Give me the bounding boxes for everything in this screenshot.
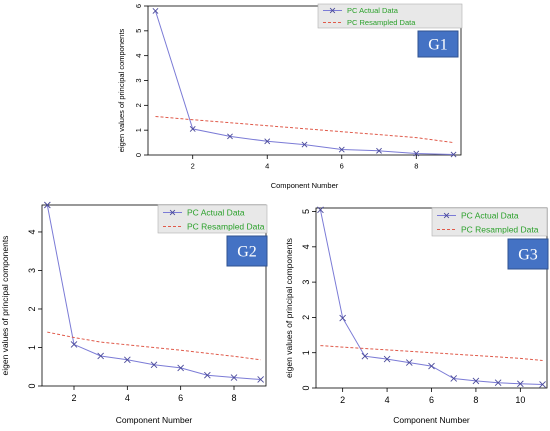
y-tick-label: 4 — [27, 229, 37, 234]
y-tick-label: 1 — [301, 350, 311, 355]
x-tick-label: 10 — [515, 395, 525, 405]
x-axis-label: Component Number — [271, 181, 339, 190]
legend-entry-label: PC Resampled Data — [187, 221, 265, 231]
series-line-resampled — [47, 331, 261, 361]
data-point-actual — [494, 379, 502, 387]
y-tick-label: 1 — [27, 345, 37, 350]
data-point-actual — [383, 355, 391, 363]
x-axis-label: Component Number — [116, 415, 193, 425]
data-point-actual — [204, 371, 211, 379]
chart-badge-label: G2 — [237, 244, 257, 261]
y-tick-label: 3 — [134, 78, 143, 82]
x-tick-label: 2 — [71, 393, 76, 403]
legend-box — [317, 3, 463, 29]
data-point-actual — [97, 352, 104, 360]
x-tick-label: 4 — [265, 162, 269, 171]
data-point-actual — [189, 126, 196, 132]
plot-frame — [41, 204, 267, 387]
data-point-actual — [152, 8, 159, 14]
data-point-actual — [177, 364, 184, 372]
series-line-resampled — [155, 116, 454, 144]
chart-badge — [507, 238, 549, 270]
legend-entry-label: PC Actual Data — [187, 207, 245, 217]
x-tick-label: 4 — [125, 393, 130, 403]
y-axis-label: eigen values of principal components — [284, 238, 294, 378]
data-point-actual — [301, 141, 308, 148]
data-point-actual — [338, 146, 345, 153]
x-tick-label: 8 — [414, 162, 418, 171]
x-tick-label: 6 — [429, 395, 434, 405]
chart-panel-g1: 2 4 6 8 0 1 2 3 4 5 6 Component Number eigen values … — [117, 3, 463, 190]
legend-marker-actual — [443, 212, 450, 219]
data-point-actual — [517, 380, 524, 388]
y-tick-label: 4 — [301, 244, 311, 249]
data-point-actual — [264, 138, 271, 145]
y-tick-label: 5 — [134, 29, 143, 33]
legend-entry-label: PC Actual Data — [461, 210, 519, 220]
data-point-actual — [44, 201, 51, 209]
y-tick-label: 1 — [134, 128, 143, 132]
legend-entry-label: PC Resampled Data — [461, 224, 539, 234]
data-point-actual — [472, 377, 480, 385]
data-point-actual — [150, 361, 158, 369]
legend-entry-label: PC Resampled Data — [347, 18, 416, 27]
legend-entry-label: PC Actual Data — [347, 6, 399, 15]
data-point-actual — [450, 375, 458, 382]
x-tick-label: 4 — [385, 395, 390, 405]
chart-badge — [417, 30, 459, 58]
chart-badge-label: G1 — [428, 37, 448, 54]
y-tick-label: 0 — [27, 383, 37, 388]
legend-box — [157, 204, 268, 234]
data-point-actual — [124, 356, 131, 364]
data-point-actual — [539, 381, 546, 388]
data-point-actual — [257, 376, 264, 383]
y-tick-label: 2 — [134, 103, 143, 107]
data-point-actual — [428, 362, 435, 370]
y-tick-label: 2 — [27, 306, 37, 311]
data-point-actual — [413, 150, 420, 157]
data-point-actual — [376, 147, 382, 154]
y-tick-label: 4 — [134, 54, 143, 58]
data-point-actual — [361, 352, 369, 360]
x-axis-label: Component Number — [393, 415, 470, 425]
x-tick-label: 8 — [231, 393, 236, 403]
y-tick-label: 3 — [27, 268, 37, 273]
legend-box — [431, 207, 548, 237]
chart-panel-g3: 2 4 6 8 10 0 1 2 3 4 5 Component Number eigen values… — [284, 206, 549, 425]
data-point-actual — [227, 133, 233, 140]
x-tick-label: 2 — [340, 395, 345, 405]
y-tick-label: 6 — [134, 4, 143, 8]
y-axis-label: eigen values of principal components — [117, 29, 126, 153]
y-axis-label: eigen values of principal components — [0, 236, 10, 376]
data-point-actual — [70, 341, 78, 348]
plot-frame — [147, 5, 462, 156]
y-tick-label: 0 — [134, 153, 143, 157]
x-tick-label: 6 — [178, 393, 183, 403]
y-tick-label: 3 — [301, 280, 311, 285]
chart-badge — [226, 235, 268, 267]
chart-panel-g2: 2 4 6 8 0 1 2 3 4 Component Number eigen values of… — [0, 201, 268, 425]
data-point-actual — [230, 374, 238, 381]
x-tick-label: 6 — [340, 162, 344, 171]
x-tick-label: 2 — [191, 162, 195, 171]
y-tick-label: 0 — [301, 385, 311, 390]
x-tick-label: 8 — [473, 395, 478, 405]
data-point-actual — [405, 359, 413, 366]
data-point-actual — [450, 151, 457, 158]
data-point-actual — [317, 206, 324, 214]
y-tick-label: 2 — [301, 315, 311, 320]
legend-marker-actual — [169, 209, 176, 216]
series-line-actual — [155, 10, 454, 155]
y-tick-label: 5 — [301, 209, 311, 214]
chart-badge-label: G3 — [518, 247, 538, 264]
legend-marker-actual — [329, 7, 336, 14]
data-point-actual — [339, 314, 346, 322]
series-line-resampled — [320, 345, 543, 361]
